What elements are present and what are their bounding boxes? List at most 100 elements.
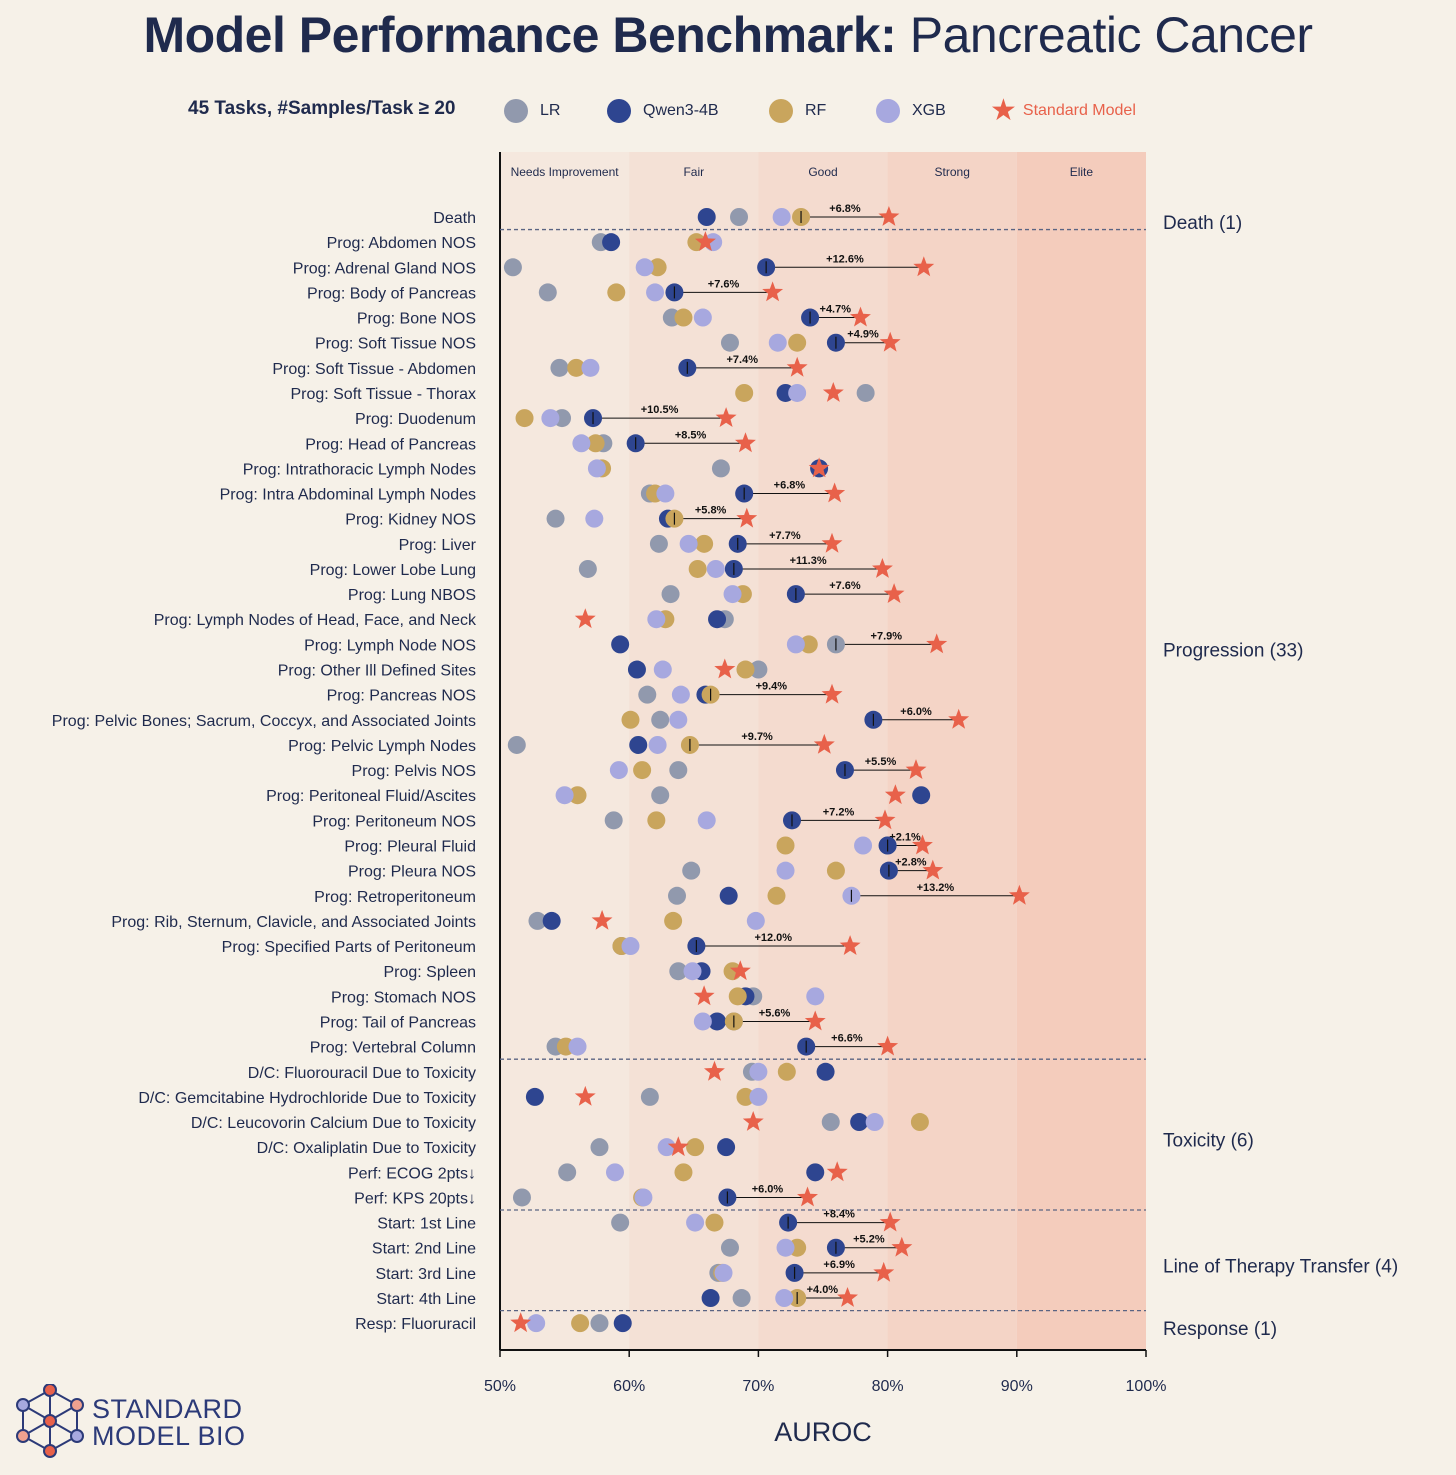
delta-label-22: +5.5% [865,756,897,768]
point-lr-5 [720,333,739,352]
delta-label-6: +7.4% [727,354,759,366]
point-lr-15 [661,585,680,604]
point-qwen34b-18 [627,660,646,679]
point-rf-22 [633,761,652,780]
point-lr-21 [507,735,526,754]
point-standard-model-24 [874,809,896,830]
group-label-2: Toxicity (6) [1163,1131,1254,1152]
point-lr-43 [732,1289,751,1308]
point-lr-20 [651,710,670,729]
point-qwen34b-17 [611,635,630,654]
point-standard-model-6 [786,356,808,377]
point-rf-44 [571,1314,590,1333]
logo-icon [16,1384,84,1458]
point-standard-model-22 [905,759,927,779]
task-label-12: Prog: Kidney NOS [345,512,476,529]
point-rf-17 [799,635,818,654]
task-label-24: Prog: Peritoneum NOS [312,813,476,830]
band-label-2: Good [808,165,837,179]
point-lr-3 [538,283,557,302]
point-standard-model-38 [826,1161,848,1182]
point-rf-34 [777,1062,796,1081]
point-qwen34b-36 [850,1113,869,1132]
point-xgb-31 [806,987,825,1006]
task-label-5: Prog: Soft Tissue NOS [315,336,476,353]
group-label-4: Response (1) [1163,1319,1277,1340]
point-standard-model-33 [877,1035,899,1056]
logo-line-2: MODEL BIO [92,1421,246,1451]
point-xgb-19 [671,685,690,704]
point-qwen34b-27 [719,886,738,905]
point-standard-model-7 [822,382,844,402]
point-standard-model-2 [913,256,935,277]
title-bold: Model Performance Benchmark: [143,7,897,63]
logo-line-1: STANDARD [92,1394,243,1424]
task-label-9: Prog: Head of Pancreas [305,436,476,453]
point-lr-44 [590,1314,609,1333]
delta-label-17: +7.9% [871,630,903,642]
point-qwen34b-34 [816,1062,835,1081]
point-lr-6 [550,358,569,377]
task-label-7: Prog: Soft Tissue - Thorax [290,386,476,403]
legend: 45 Tasks, #Samples/Task ≥ 20 LR Qwen3-4B… [0,96,1456,128]
task-label-32: Prog: Tail of Pancreas [320,1014,476,1031]
task-label-3: Prog: Body of Pancreas [307,285,476,302]
point-rf-38 [674,1163,693,1182]
task-label-23: Prog: Peritoneal Fluid/Ascites [266,788,476,805]
x-tick-label-0: 50% [484,1378,516,1395]
point-standard-model-8 [715,407,737,427]
task-label-30: Prog: Spleen [383,964,476,981]
legend-label-lr: LR [540,102,561,119]
point-standard-model-41 [891,1236,913,1257]
task-label-36: D/C: Leucovorin Calcium Due to Toxicity [191,1115,476,1132]
point-lr-35 [640,1087,659,1106]
point-xgb-18 [653,660,672,679]
point-xgb-35 [749,1087,768,1106]
legend-label-xgb: XGB [912,102,946,119]
point-rf-28 [664,911,683,930]
point-qwen34b-38 [806,1163,825,1182]
point-xgb-24 [697,811,716,830]
point-xgb-20 [669,710,688,729]
point-rf-37 [686,1138,705,1157]
point-rf-13 [695,534,714,553]
task-label-16: Prog: Lymph Nodes of Head, Face, and Nec… [154,612,477,629]
delta-label-41: +5.2% [853,1234,885,1246]
point-standard-model-28 [591,909,613,930]
point-standard-model-37 [667,1136,689,1157]
point-lr-22 [669,761,688,780]
point-standard-model-11 [824,482,846,503]
point-standard-model-17 [926,633,948,654]
subtitle: 45 Tasks, #Samples/Task ≥ 20 [188,98,456,119]
point-xgb-5 [768,333,787,352]
point-rf-35 [736,1087,755,1106]
point-lr-7 [856,383,875,402]
delta-label-25: +2.1% [889,832,921,844]
point-lr-2 [503,258,522,277]
point-standard-model-21 [813,733,835,754]
point-standard-model-20 [948,708,970,729]
point-xgb-42 [714,1263,733,1282]
delta-label-8: +10.5% [641,404,679,416]
point-xgb-4 [693,308,712,327]
point-lr-41 [720,1238,739,1257]
point-rf-20 [621,710,640,729]
legend-item-standard: ★ Standard Model [990,96,1136,126]
point-lr-37 [590,1138,609,1157]
task-label-42: Start: 3rd Line [376,1266,477,1283]
point-lr-13 [649,534,668,553]
point-xgb-33 [568,1037,587,1056]
task-label-20: Prog: Pelvic Bones; Sacrum, Coccyx, and … [52,713,476,730]
point-xgb-34 [749,1062,768,1081]
point-rf-5 [788,333,807,352]
task-label-14: Prog: Lower Lobe Lung [310,562,476,579]
task-label-19: Prog: Pancreas NOS [327,688,476,705]
delta-label-13: +7.7% [769,530,801,542]
point-qwen34b-21 [629,735,648,754]
group-label-0: Death (1) [1163,213,1242,234]
point-lr-12 [546,509,565,528]
point-standard-model-42 [873,1261,895,1282]
task-label-2: Prog: Adrenal Gland NOS [293,260,476,277]
task-label-22: Prog: Pelvis NOS [352,763,476,780]
